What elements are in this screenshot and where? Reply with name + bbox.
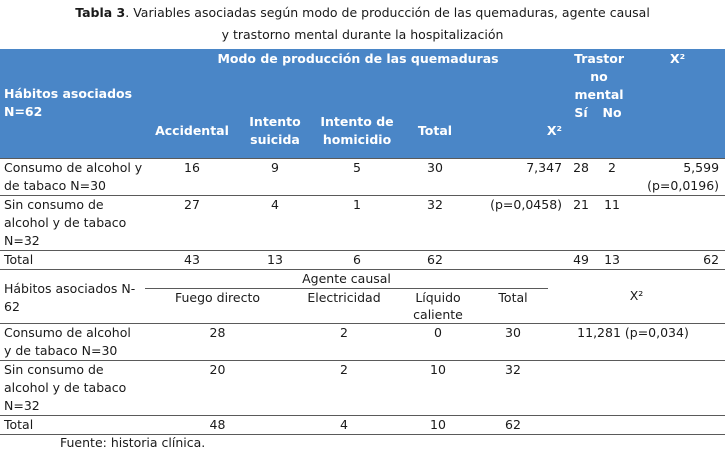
cell-fuego: 20 — [145, 359, 290, 415]
cell-total: 32 — [478, 359, 549, 415]
cell-chi-2: 5,599 (p=0,0196) — [630, 157, 725, 195]
caption-label: Tabla 3 — [75, 5, 126, 20]
row-label: Consumo de alcohol y de tabaco N=30 — [0, 157, 148, 195]
header-chi-2: X² — [630, 49, 725, 104]
cell-si: 28 — [568, 157, 595, 195]
cell-accidental: 16 — [148, 157, 236, 195]
cell-total: 30 — [478, 322, 549, 360]
table-row: Sin consumo de alcohol y de tabaco N=32 … — [0, 194, 725, 250]
row-label: Total — [0, 249, 148, 269]
cell-liquido: 0 — [398, 322, 478, 360]
table-modo-produccion: Hábitos asociados N=62 Modo de producció… — [0, 49, 725, 269]
table-row-total: Total 43 13 6 62 49 13 62 — [0, 249, 725, 269]
cell-total: 62 — [400, 249, 470, 269]
cell-si: 49 — [568, 249, 595, 269]
cell-chi-2 — [630, 194, 725, 250]
col-chi: X² — [629, 288, 644, 303]
col-fuego-directo: Fuego directo — [174, 289, 261, 305]
col-total: Total — [400, 104, 470, 158]
col-intento-suicida: Intento suicida — [236, 104, 314, 158]
col-liquido-caliente: Líquido caliente — [413, 289, 463, 322]
cell-accidental: 43 — [148, 249, 236, 269]
cell-homicidio: 5 — [314, 157, 400, 195]
col-accidental: Accidental — [148, 104, 236, 158]
header-trastorno: Trastor no mental — [568, 49, 631, 104]
cell-si: 21 — [568, 194, 595, 250]
row-header: Hábitos asociados N=62 — [0, 49, 148, 158]
cell-fuego: 28 — [145, 322, 290, 360]
cell-homicidio: 1 — [314, 194, 400, 250]
cell-chi: (p=0,0458) — [470, 194, 569, 250]
table-caption: Tabla 3. Variables asociadas según modo … — [0, 0, 725, 46]
cell-electricidad: 2 — [290, 359, 398, 415]
cell-chi: 11,281 (p=0,034) — [548, 322, 725, 360]
row-header: Hábitos asociados N-62 — [4, 281, 136, 314]
caption-line2: y trastorno mental durante la hospitaliz… — [221, 27, 504, 42]
cell-accidental: 27 — [148, 194, 236, 250]
cell-total: 62 — [478, 414, 549, 435]
cell-chi-2: 62 — [630, 249, 725, 269]
table-row: Consumo de alcohol y de tabaco N=30 28 2… — [0, 322, 725, 360]
cell-total: 30 — [400, 157, 470, 195]
caption-line1: . Variables asociadas según modo de prod… — [125, 5, 650, 20]
group-header-agente: Agente causal — [145, 269, 549, 289]
col-intento-homicidio: Intento de homicidio — [314, 104, 400, 158]
cell-total: 32 — [400, 194, 470, 250]
cell-electricidad: 2 — [290, 322, 398, 360]
table-row-total: Total 48 4 10 62 — [0, 414, 725, 435]
cell-no: 2 — [594, 157, 631, 195]
table-row: Consumo de alcohol y de tabaco N=30 16 9… — [0, 157, 725, 195]
cell-liquido: 10 — [398, 359, 478, 415]
cell-chi — [548, 359, 725, 415]
col-electricidad: Electricidad — [307, 289, 381, 305]
cell-fuego: 48 — [145, 414, 290, 435]
cell-homicidio: 6 — [314, 249, 400, 269]
col-chi: X² — [470, 104, 569, 158]
cell-suicida: 9 — [236, 157, 314, 195]
cell-electricidad: 4 — [290, 414, 398, 435]
table-agente-causal: Hábitos asociados N-62 Agente causal X² … — [0, 268, 725, 435]
cell-no: 11 — [594, 194, 631, 250]
table-row: Sin consumo de alcohol y de tabaco N=32 … — [0, 359, 725, 415]
group-header-modo: Modo de producción de las quemaduras — [148, 49, 569, 104]
cell-suicida: 13 — [236, 249, 314, 269]
cell-liquido: 10 — [398, 414, 478, 435]
col-no: No — [594, 104, 631, 158]
cell-chi — [548, 414, 725, 435]
row-label: Sin consumo de alcohol y de tabaco N=32 — [0, 359, 145, 415]
cell-chi — [470, 249, 569, 269]
row-label: Total — [0, 414, 145, 435]
cell-suicida: 4 — [236, 194, 314, 250]
col-si: Sí — [568, 104, 595, 158]
table-source-note: Fuente: historia clínica. — [60, 434, 206, 450]
col-total: Total — [498, 289, 528, 305]
cell-chi: 7,347 — [470, 157, 569, 195]
row-label: Sin consumo de alcohol y de tabaco N=32 — [0, 194, 148, 250]
cell-no: 13 — [594, 249, 631, 269]
row-label: Consumo de alcohol y de tabaco N=30 — [0, 322, 145, 360]
